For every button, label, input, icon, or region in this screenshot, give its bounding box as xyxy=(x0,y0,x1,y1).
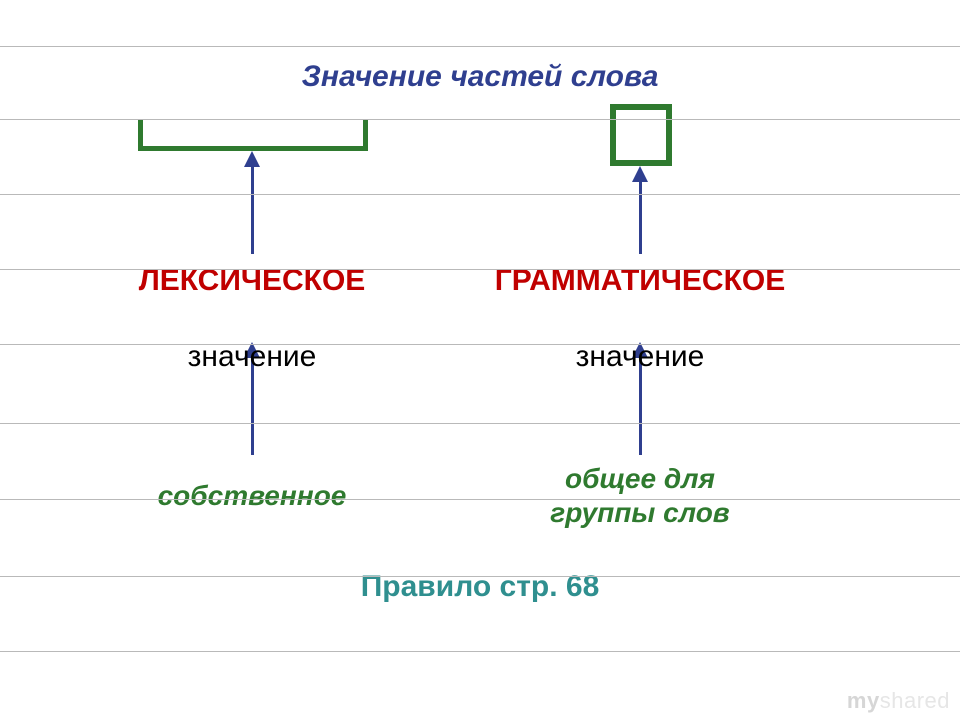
ruled-line xyxy=(0,344,960,345)
left-sub: значение xyxy=(52,340,452,374)
ruled-line xyxy=(0,119,960,120)
ruled-line xyxy=(0,194,960,195)
watermark-my: my xyxy=(847,688,880,713)
page-title: Значение частей слова xyxy=(0,60,960,94)
watermark: myshared xyxy=(847,688,950,714)
root-bracket-symbol xyxy=(138,119,368,151)
ruled-line xyxy=(0,269,960,270)
ruled-line xyxy=(0,423,960,424)
ending-square-symbol xyxy=(610,104,672,166)
ruled-line xyxy=(0,499,960,500)
watermark-shared: shared xyxy=(880,688,950,713)
left-desc: собственное xyxy=(52,480,452,512)
ruled-line xyxy=(0,46,960,47)
right-sub: значение xyxy=(440,340,840,374)
ruled-line xyxy=(0,576,960,577)
ruled-line xyxy=(0,651,960,652)
right-desc: общее для группы слов xyxy=(510,462,770,529)
